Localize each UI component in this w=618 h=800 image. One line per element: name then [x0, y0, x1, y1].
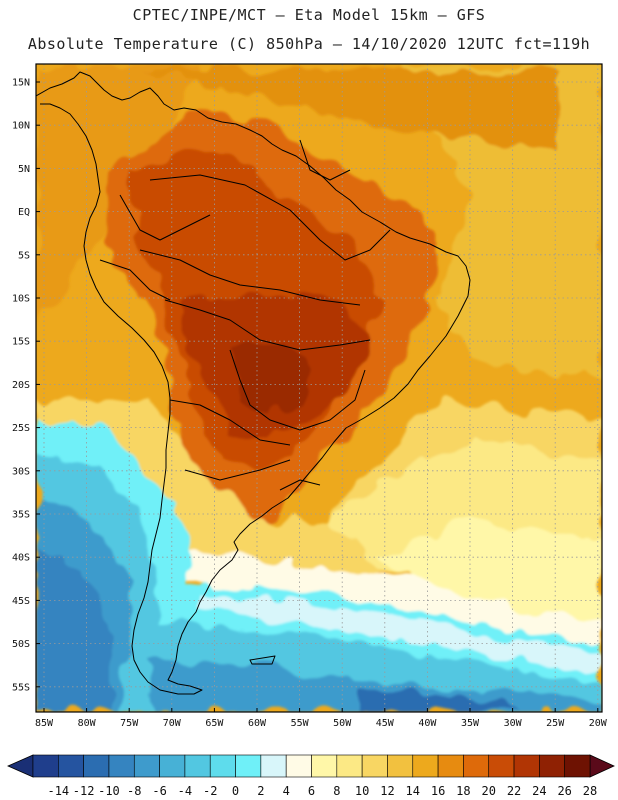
colorbar-swatch — [83, 754, 110, 778]
colorbar-label: 10 — [355, 784, 369, 798]
lat-label: 10N — [12, 121, 30, 132]
lon-label: 30W — [504, 718, 523, 729]
lon-label: 45W — [376, 718, 395, 729]
colorbar-label: -6 — [152, 784, 166, 798]
lat-label: 20S — [12, 380, 30, 391]
lon-label: 20W — [589, 718, 608, 729]
colorbar-label: 24 — [532, 784, 546, 798]
colorbar-swatch — [108, 754, 135, 778]
lon-label: 80W — [78, 718, 97, 729]
colorbar-min-arrow — [7, 754, 34, 778]
colorbar-swatch — [209, 754, 236, 778]
colorbar-label: 0 — [232, 784, 239, 798]
colorbar-label: -2 — [203, 784, 217, 798]
lon-label: 40W — [418, 718, 437, 729]
lat-label: 10S — [12, 294, 30, 305]
colorbar-label: -8 — [127, 784, 141, 798]
lat-label: 40S — [12, 553, 30, 564]
colorbar-label: 26 — [557, 784, 571, 798]
colorbar-swatch — [235, 754, 262, 778]
colorbar-label: -14 — [47, 784, 69, 798]
colorbar-swatch — [260, 754, 287, 778]
colorbar-swatch — [437, 754, 464, 778]
lat-label: 15S — [12, 337, 30, 348]
colorbar-swatch — [159, 754, 186, 778]
colorbar-label: 28 — [583, 784, 597, 798]
colorbar-label: 8 — [333, 784, 340, 798]
lat-label: 45S — [12, 596, 30, 607]
lon-label: 60W — [248, 718, 267, 729]
colorbar-swatch — [463, 754, 490, 778]
lon-label: 70W — [163, 718, 182, 729]
colorbar-label: 2 — [257, 784, 264, 798]
colorbar-swatch — [336, 754, 363, 778]
lon-label: 75W — [120, 718, 139, 729]
temperature-field — [36, 64, 602, 712]
colorbar: -14 -12 -10 -8 -6 -4 -2 0 2 4 6 8 10 12 14 16 18 20 22 24 26… — [7, 754, 615, 798]
lon-label: 55W — [291, 718, 310, 729]
colorbar-max-arrow — [589, 754, 615, 778]
colorbar-label: -12 — [73, 784, 95, 798]
lat-label: 30S — [12, 466, 30, 477]
colorbar-swatch — [513, 754, 540, 778]
coastlines — [36, 71, 471, 695]
colorbar-label: -10 — [98, 784, 120, 798]
colorbar-swatch — [32, 754, 59, 778]
colorbar-label: 20 — [482, 784, 496, 798]
lon-label: 50W — [333, 718, 352, 729]
colorbar-label: 4 — [283, 784, 290, 798]
graticule — [36, 64, 602, 712]
colorbar-swatch — [58, 754, 84, 778]
longitude-labels: 85W 80W 75W 70W 65W 60W 55W 50W 45W 40W 35W 30W 25W 2… — [35, 708, 608, 729]
lon-label: 85W — [35, 718, 54, 729]
lat-label: 25S — [12, 423, 30, 434]
colorbar-label: 6 — [308, 784, 315, 798]
colorbar-swatch — [412, 754, 439, 778]
lat-label: 5S — [18, 250, 30, 261]
colorbar-label: 12 — [380, 784, 394, 798]
colorbar-swatch — [387, 754, 414, 778]
lat-label: 55S — [12, 682, 30, 693]
colorbar-swatch — [488, 754, 515, 778]
lat-label: 15N — [12, 78, 30, 89]
lon-label: 25W — [546, 718, 565, 729]
colorbar-swatch — [133, 754, 160, 778]
colorbar-label: 18 — [456, 784, 470, 798]
lat-label: 35S — [12, 510, 30, 521]
colorbar-label: -4 — [178, 784, 192, 798]
lon-label: 65W — [205, 718, 224, 729]
lat-label: 5N — [18, 164, 30, 175]
colorbar-swatch — [285, 754, 312, 778]
colorbar-swatch — [311, 754, 338, 778]
colorbar-label: 22 — [507, 784, 521, 798]
latitude-labels: 15N 10N 5N EQ 5S 10S 15S 20S 25S 30S 35S 40S 45S 50S 5… — [12, 78, 40, 693]
map-title: CPTEC/INPE/MCT – Eta Model 15km – GFS — [132, 6, 486, 24]
colorbar-swatch — [184, 754, 211, 778]
colorbar-swatch — [539, 754, 565, 778]
lat-label: EQ — [18, 207, 30, 218]
lat-label: 50S — [12, 639, 30, 650]
colorbar-swatch — [564, 754, 591, 778]
lon-label: 35W — [461, 718, 480, 729]
map-subtitle: Absolute Temperature (C) 850hPa – 14/10/… — [27, 35, 591, 53]
colorbar-swatch — [361, 754, 388, 778]
colorbar-label: 14 — [406, 784, 420, 798]
plot-frame — [35, 63, 603, 713]
colorbar-label: 16 — [431, 784, 445, 798]
